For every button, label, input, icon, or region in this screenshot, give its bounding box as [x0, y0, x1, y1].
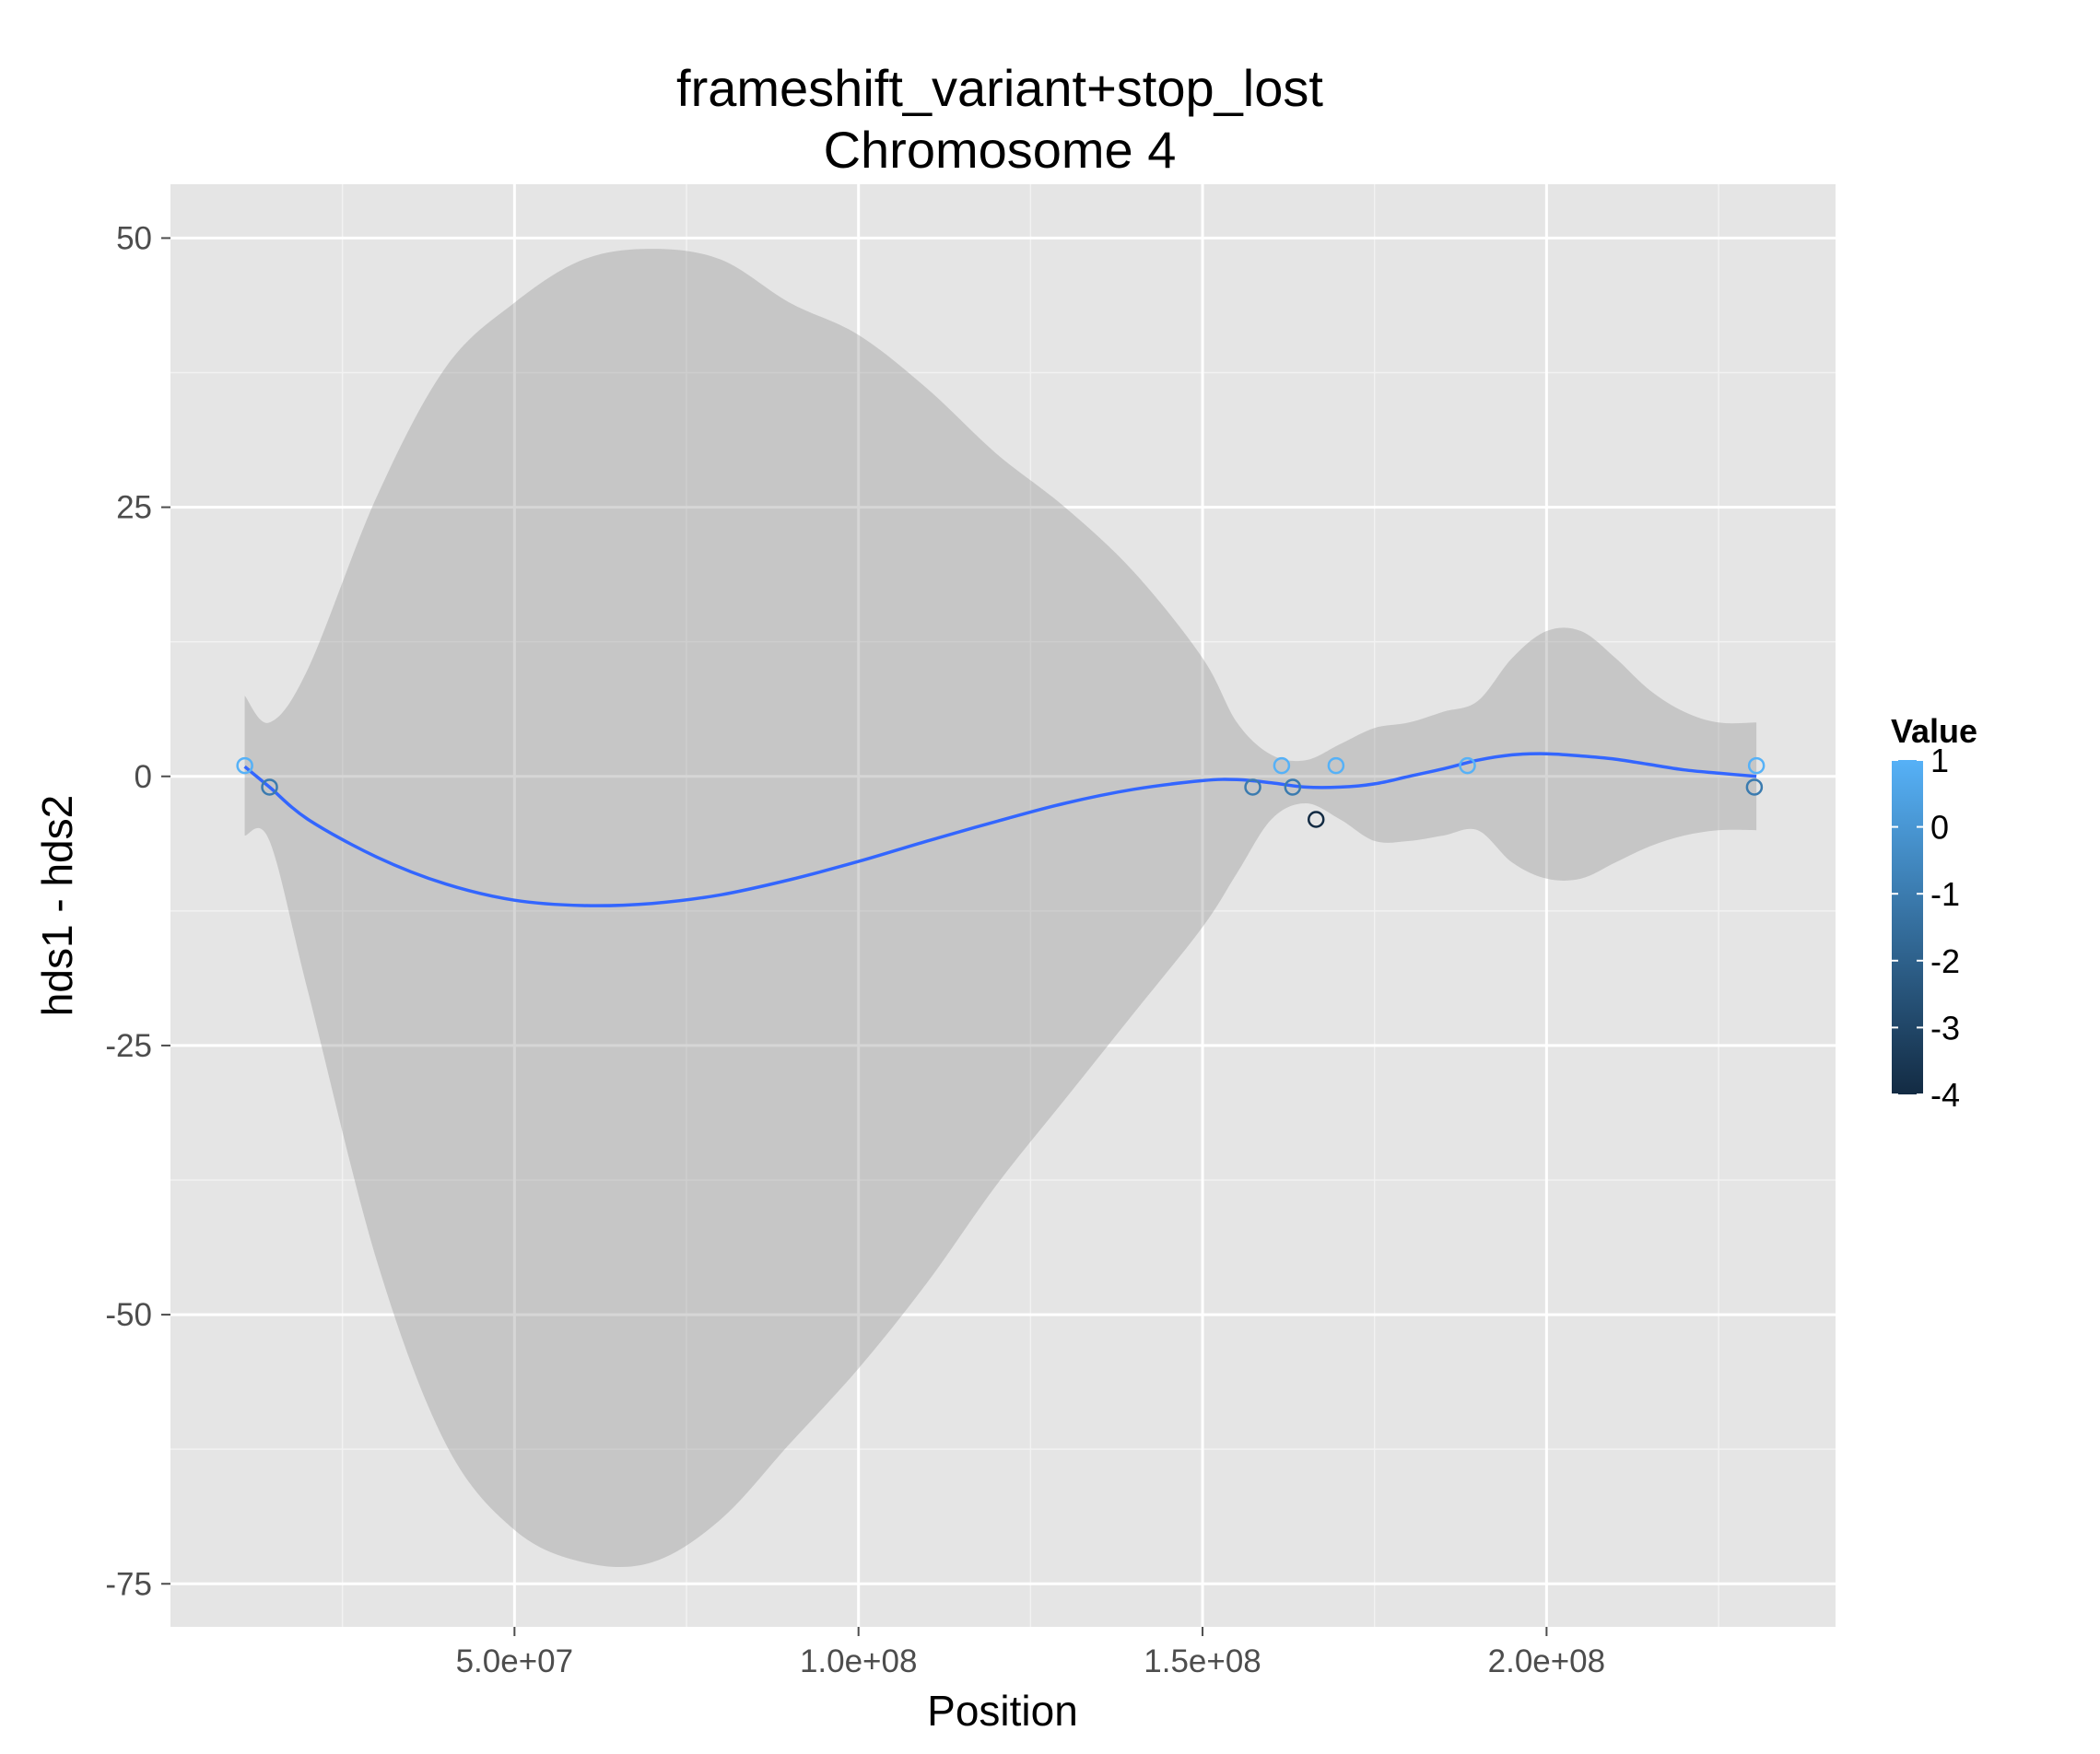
- legend: Value 1 0 -1 -2 -3 -4: [1891, 712, 1977, 1114]
- chart-title: frameshift_variant+stop_lost: [676, 59, 1323, 117]
- y-tick-label: 50: [116, 220, 152, 256]
- data-point: [261, 778, 278, 796]
- colorbar-ticks: 1 0 -1 -2 -3 -4: [1892, 742, 1960, 1114]
- colorbar: [1892, 760, 1923, 1094]
- grid-minor: [170, 184, 1836, 1627]
- data-points: [236, 756, 1766, 828]
- data-point: [1747, 756, 1766, 775]
- colorbar-label: -1: [1930, 875, 1960, 913]
- data-point: [236, 756, 253, 775]
- x-axis-title: Position: [927, 1687, 1078, 1735]
- colorbar-label: -4: [1930, 1076, 1960, 1114]
- y-axis-title: hds1 - hds2: [33, 795, 81, 1016]
- colorbar-label: 1: [1930, 742, 1949, 779]
- y-tick-label: -25: [105, 1028, 152, 1064]
- colorbar-label: -3: [1930, 1009, 1960, 1047]
- y-tick-label: 25: [116, 490, 152, 526]
- data-point: [1745, 778, 1764, 796]
- data-point: [1327, 756, 1345, 775]
- data-point: [1459, 756, 1476, 775]
- y-tick-label: 0: [135, 759, 152, 795]
- y-tick-label: -50: [105, 1297, 152, 1333]
- data-point: [1273, 756, 1291, 775]
- x-tick-label: 1.5e+08: [1144, 1643, 1261, 1679]
- plot-panel: [170, 184, 1836, 1627]
- x-tick-label: 2.0e+08: [1488, 1643, 1606, 1679]
- x-tick-label: 1.0e+08: [800, 1643, 918, 1679]
- colorbar-label: -2: [1930, 942, 1960, 980]
- legend-title: Value: [1891, 712, 1977, 750]
- x-tick-label: 5.0e+07: [456, 1643, 574, 1679]
- y-tick-label: -75: [105, 1566, 152, 1602]
- colorbar-label: 0: [1930, 809, 1949, 847]
- data-point: [1284, 778, 1302, 796]
- smooth-line: [243, 752, 1757, 907]
- data-point: [1244, 778, 1261, 796]
- y-axis: 50 25 0 -25 -50 -75: [105, 220, 170, 1602]
- chart-subtitle: Chromosome 4: [824, 121, 1177, 179]
- confidence-band: [244, 249, 1757, 1568]
- data-point: [1307, 811, 1325, 828]
- x-axis: 5.0e+07 1.0e+08 1.5e+08 2.0e+08: [456, 1627, 1606, 1679]
- grid-major: [170, 184, 1836, 1627]
